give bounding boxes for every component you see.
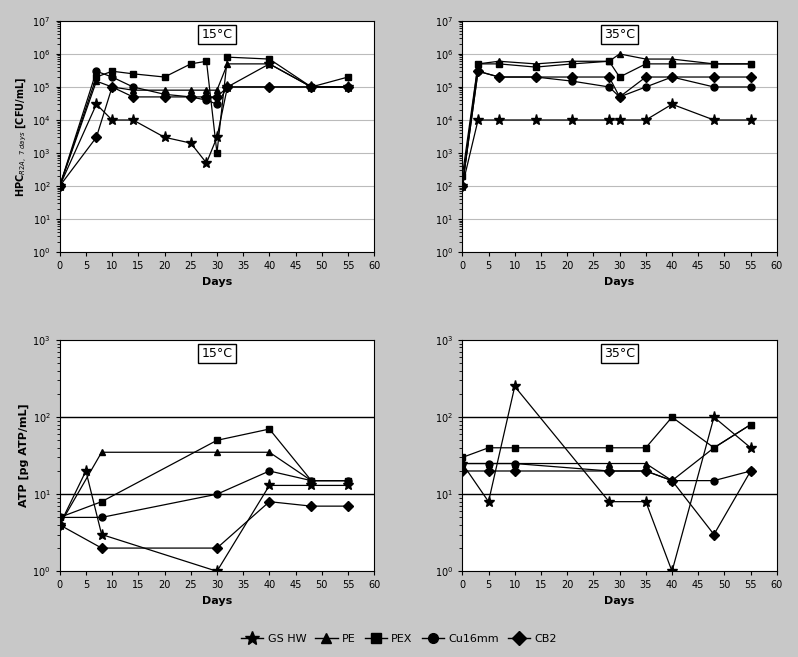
Legend: GS HW, PE, PEX, Cu16mm, CB2: GS HW, PE, PEX, Cu16mm, CB2 [237, 629, 561, 648]
X-axis label: Days: Days [202, 277, 232, 286]
X-axis label: Days: Days [202, 596, 232, 606]
X-axis label: Days: Days [604, 277, 634, 286]
Text: 15°C: 15°C [201, 347, 232, 360]
Text: 15°C: 15°C [201, 28, 232, 41]
Text: 35°C: 35°C [604, 347, 635, 360]
Y-axis label: HPC$_{R2A,\ 7\ days}$ [CFU/mL]: HPC$_{R2A,\ 7\ days}$ [CFU/mL] [15, 76, 30, 196]
Text: 35°C: 35°C [604, 28, 635, 41]
Y-axis label: ATP [pg ATP/mL]: ATP [pg ATP/mL] [19, 404, 30, 507]
X-axis label: Days: Days [604, 596, 634, 606]
